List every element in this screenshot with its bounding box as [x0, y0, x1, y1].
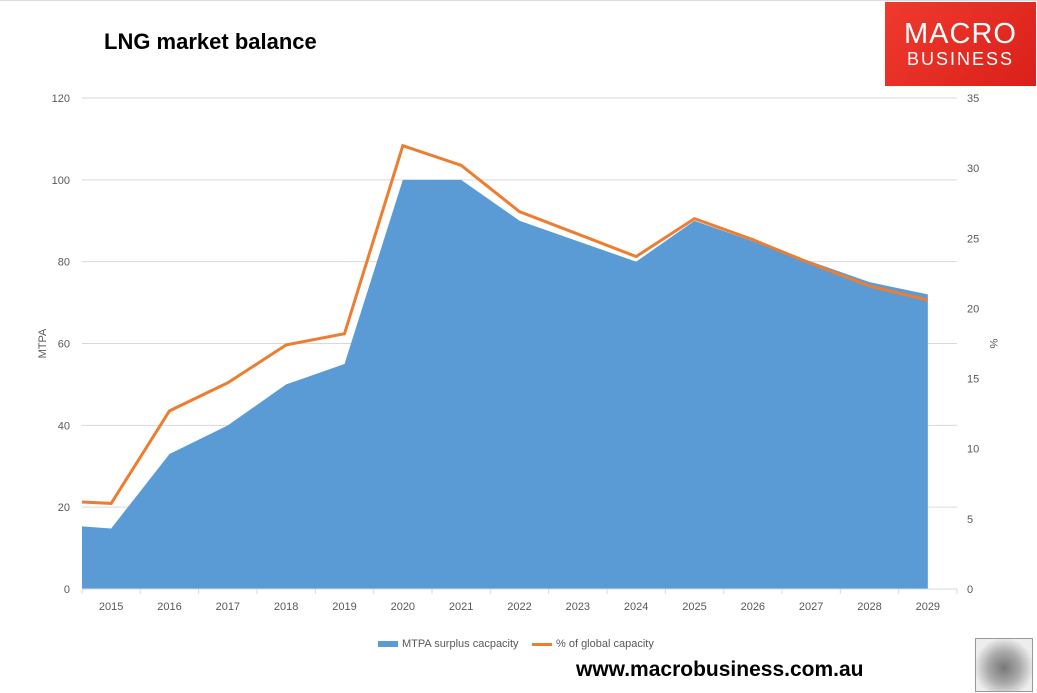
y2-tick-label: 0 — [967, 584, 973, 596]
legend-item-area: MTPA surplus cacpacity — [378, 638, 519, 650]
y2-tick-label: 35 — [967, 93, 979, 105]
x-tick-label: 2020 — [391, 601, 415, 613]
x-tick-label: 2019 — [332, 601, 356, 613]
y-tick-label: 60 — [58, 339, 70, 351]
line-series-percent — [81, 143, 929, 505]
macrobusiness-logo: MACRO BUSINESS — [885, 2, 1036, 86]
x-tick-label: 2021 — [449, 601, 473, 613]
y-tick-label: 40 — [58, 420, 70, 432]
x-tick-label: 2016 — [157, 601, 181, 613]
logo-line2: BUSINESS — [906, 49, 1015, 69]
x-tick-label: 2023 — [566, 601, 590, 613]
y2-tick-label: 15 — [967, 374, 979, 386]
y2-tick-label: 30 — [967, 163, 979, 175]
y2-tick-label: 20 — [967, 303, 979, 315]
x-tick-label: 2017 — [216, 601, 240, 613]
x-tick-label: 2022 — [507, 601, 531, 613]
x-tick-label: 2026 — [741, 601, 765, 613]
x-tick-label: 2024 — [624, 601, 648, 613]
y2-tick-label: 10 — [967, 444, 979, 456]
x-tick-label: 2027 — [799, 601, 823, 613]
website-url: www.macrobusiness.com.au — [576, 658, 864, 681]
legend-item-line: % of global capacity — [532, 638, 654, 650]
y-tick-label: 80 — [58, 257, 70, 269]
y-axis-title: MTPA — [37, 328, 49, 358]
legend-label-area: MTPA surplus cacpacity — [402, 638, 519, 650]
y2-tick-label: 5 — [967, 514, 973, 526]
chart-title: LNG market balance — [104, 29, 317, 54]
x-tick-label: 2018 — [274, 601, 298, 613]
logo-line1: MACRO — [904, 18, 1017, 50]
y2-axis-title: % — [987, 339, 999, 349]
y-tick-label: 100 — [52, 175, 70, 187]
x-tick-label: 2015 — [99, 601, 123, 613]
x-tick-label: 2029 — [916, 601, 940, 613]
legend-label-line: % of global capacity — [556, 638, 654, 650]
y2-tick-label: 25 — [967, 233, 979, 245]
y-tick-label: 120 — [52, 93, 70, 105]
legend-swatch-area — [378, 641, 398, 647]
y-tick-label: 20 — [58, 502, 70, 514]
wolf-icon — [975, 638, 1033, 692]
x-tick-label: 2025 — [682, 601, 706, 613]
legend-swatch-line — [532, 642, 552, 646]
y-tick-label: 0 — [64, 584, 70, 596]
x-tick-label: 2028 — [857, 601, 881, 613]
area-series-mtpa — [82, 179, 928, 590]
